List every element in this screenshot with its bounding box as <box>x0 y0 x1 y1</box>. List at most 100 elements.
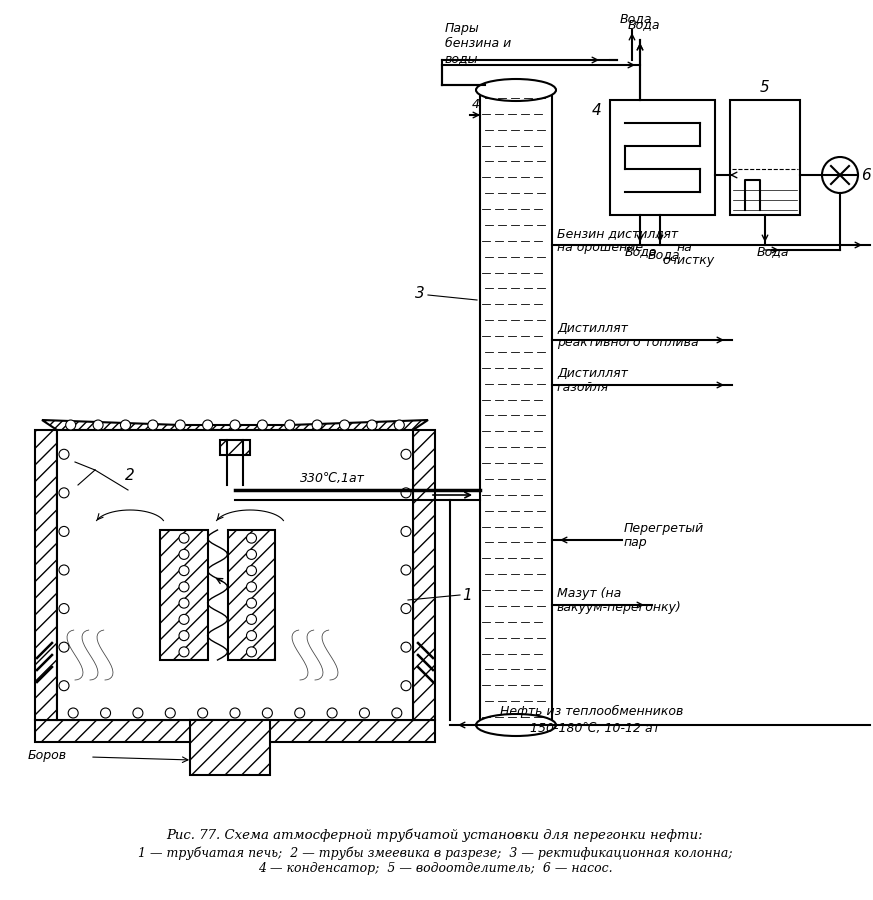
Circle shape <box>203 420 213 430</box>
Circle shape <box>59 565 69 575</box>
Text: пар: пар <box>624 536 648 549</box>
Circle shape <box>327 708 337 718</box>
Circle shape <box>401 565 411 575</box>
Text: Вода: Вода <box>648 248 680 261</box>
Circle shape <box>295 708 305 718</box>
Bar <box>228 530 275 660</box>
Text: очистку: очистку <box>662 254 714 267</box>
Text: бензина и: бензина и <box>445 37 512 50</box>
Text: Вода: Вода <box>628 18 661 31</box>
Circle shape <box>340 420 349 430</box>
Text: воды: воды <box>445 52 478 65</box>
Circle shape <box>59 642 69 652</box>
Bar <box>480 90 552 725</box>
Circle shape <box>179 598 189 608</box>
Text: 1 — трубчатая печь;  2 — трубы змеевика в разрезе;  3 — ректификационная колонна: 1 — трубчатая печь; 2 — трубы змеевика в… <box>138 846 732 860</box>
Circle shape <box>246 647 257 657</box>
Circle shape <box>165 708 175 718</box>
Text: 1: 1 <box>462 588 471 602</box>
Text: 4: 4 <box>472 98 480 111</box>
Bar <box>220 440 250 455</box>
Circle shape <box>392 708 402 718</box>
Text: на: на <box>677 241 693 254</box>
Circle shape <box>367 420 377 430</box>
Circle shape <box>148 420 158 430</box>
Circle shape <box>401 526 411 536</box>
Circle shape <box>263 708 272 718</box>
Circle shape <box>179 615 189 625</box>
Circle shape <box>175 420 185 430</box>
Circle shape <box>230 708 240 718</box>
Circle shape <box>179 565 189 576</box>
Circle shape <box>401 642 411 652</box>
Circle shape <box>360 708 369 718</box>
Bar <box>35 430 57 720</box>
Polygon shape <box>42 420 428 430</box>
Circle shape <box>179 631 189 641</box>
Text: газойля: газойля <box>557 381 609 394</box>
Text: 6: 6 <box>861 167 870 183</box>
Text: 3: 3 <box>416 285 425 301</box>
Circle shape <box>179 582 189 592</box>
Circle shape <box>401 449 411 459</box>
Circle shape <box>230 420 240 430</box>
Text: Бензин дистиллят: Бензин дистиллят <box>557 227 678 240</box>
Circle shape <box>59 526 69 536</box>
Circle shape <box>93 420 103 430</box>
Circle shape <box>285 420 295 430</box>
Circle shape <box>59 449 69 459</box>
Text: Вода: Вода <box>620 12 652 25</box>
Circle shape <box>59 604 69 614</box>
Circle shape <box>313 420 322 430</box>
Circle shape <box>65 420 76 430</box>
Bar <box>160 530 208 660</box>
Circle shape <box>100 708 111 718</box>
Circle shape <box>246 615 257 625</box>
Text: 5: 5 <box>760 80 770 95</box>
Text: Дистиллят: Дистиллят <box>557 322 628 335</box>
Circle shape <box>179 647 189 657</box>
Circle shape <box>179 549 189 560</box>
Circle shape <box>395 420 404 430</box>
Circle shape <box>258 420 267 430</box>
Text: 4: 4 <box>592 103 601 118</box>
Circle shape <box>246 598 257 608</box>
Circle shape <box>401 604 411 614</box>
Circle shape <box>822 157 858 193</box>
Text: Нефть из теплообменников: Нефть из теплообменников <box>500 705 684 718</box>
Ellipse shape <box>476 714 556 736</box>
Circle shape <box>133 708 143 718</box>
Ellipse shape <box>476 79 556 101</box>
Circle shape <box>246 549 257 560</box>
Text: Рис. 77. Схема атмосферной трубчатой установки для перегонки нефти:: Рис. 77. Схема атмосферной трубчатой уст… <box>167 828 704 842</box>
Text: Перегретый: Перегретый <box>624 522 705 535</box>
Bar <box>413 430 435 720</box>
Bar <box>35 720 435 742</box>
Circle shape <box>59 488 69 498</box>
Text: Мазут (на: Мазут (на <box>557 587 622 600</box>
Text: 150-180℃, 10-12 ат: 150-180℃, 10-12 ат <box>530 722 660 735</box>
Circle shape <box>120 420 130 430</box>
Text: на орошение: на орошение <box>557 241 643 254</box>
Circle shape <box>59 680 69 690</box>
Circle shape <box>246 533 257 543</box>
Circle shape <box>179 533 189 543</box>
Text: 330℃,1ат: 330℃,1ат <box>300 472 365 485</box>
Circle shape <box>246 582 257 592</box>
Circle shape <box>246 631 257 641</box>
Text: 2: 2 <box>125 468 134 483</box>
Bar <box>57 430 413 720</box>
Circle shape <box>197 708 208 718</box>
Text: Боров: Боров <box>28 749 67 761</box>
Bar <box>610 100 715 215</box>
Text: Вода: Вода <box>625 245 657 258</box>
Text: вакуум-перегонку): вакуум-перегонку) <box>557 601 682 614</box>
Text: 4 — конденсатор;  5 — водоотделитель;  6 — насос.: 4 — конденсатор; 5 — водоотделитель; 6 —… <box>258 862 612 875</box>
Circle shape <box>246 565 257 576</box>
Text: Пары: Пары <box>445 22 480 35</box>
Text: Вода: Вода <box>757 245 789 258</box>
Circle shape <box>401 680 411 690</box>
Text: реактивного топлива: реактивного топлива <box>557 336 698 349</box>
Bar <box>190 720 270 775</box>
Circle shape <box>68 708 79 718</box>
